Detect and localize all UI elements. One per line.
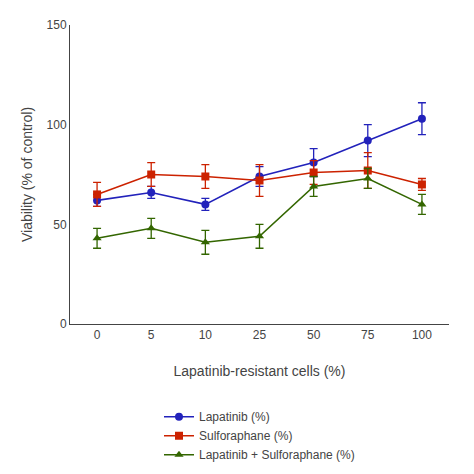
svg-text:50: 50: [53, 218, 67, 232]
svg-text:0: 0: [94, 328, 101, 342]
svg-text:5: 5: [148, 328, 155, 342]
svg-text:100: 100: [47, 118, 67, 132]
svg-text:75: 75: [361, 328, 375, 342]
svg-text:50: 50: [307, 328, 321, 342]
svg-text:150: 150: [47, 18, 67, 32]
svg-text:Viability (% of control): Viability (% of control): [19, 107, 35, 242]
svg-text:100: 100: [412, 328, 432, 342]
svg-text:25: 25: [253, 328, 267, 342]
svg-text:Lapatinib + Sulforaphane (%): Lapatinib + Sulforaphane (%): [199, 448, 355, 462]
svg-text:0: 0: [60, 317, 67, 331]
svg-text:Lapatinib-resistant cells (%): Lapatinib-resistant cells (%): [174, 363, 346, 379]
svg-text:10: 10: [199, 328, 213, 342]
svg-text:Lapatinib (%): Lapatinib (%): [199, 410, 270, 424]
svg-text:Sulforaphane (%): Sulforaphane (%): [199, 429, 292, 443]
